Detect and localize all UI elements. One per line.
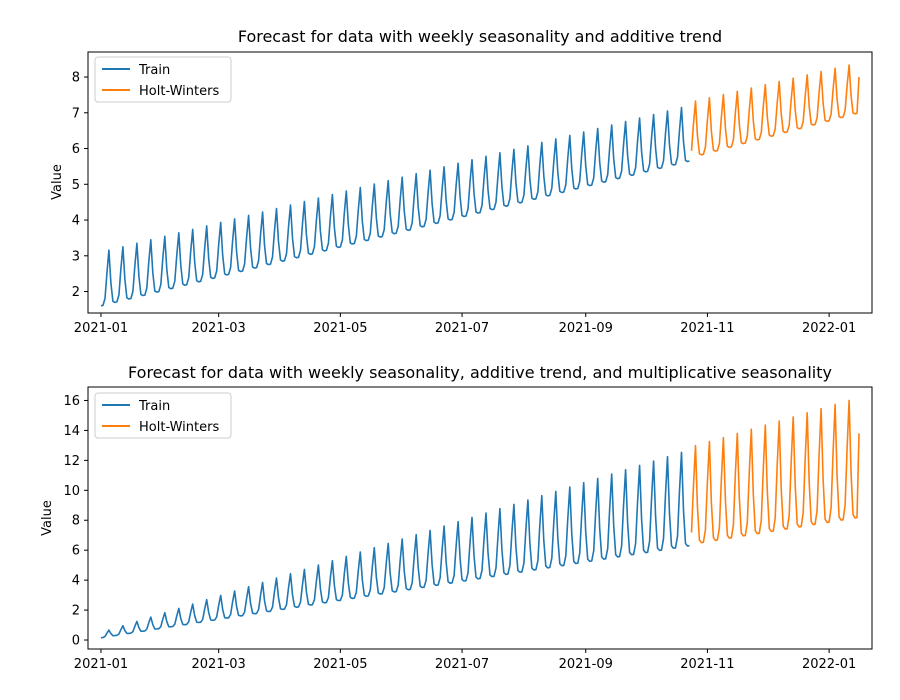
chart-1-xtick-label: 2021-09 <box>559 321 613 336</box>
chart-1-ylabel: Value <box>50 164 65 200</box>
chart-1-xtick-label: 2021-11 <box>680 321 734 336</box>
chart-2-axes: 2021-01 2021-03 2021-05 2021-07 2021-09 2021-… <box>63 394 856 672</box>
chart-2-ytick-label: 8 <box>72 514 80 529</box>
chart-1-frame <box>87 51 873 314</box>
chart-2-ytick-label: 16 <box>63 394 80 409</box>
chart-1-axes: 2021-01 2021-03 2021-05 2021-07 2021-09 2021-… <box>72 71 857 336</box>
chart-2-ytick-label: 0 <box>72 634 80 649</box>
chart-2-legend-holt-winters-label: Holt-Winters <box>139 420 219 435</box>
chart-1-xtick-label: 2021-05 <box>313 321 367 336</box>
chart-1-legend-holt-winters-label: Holt-Winters <box>139 84 219 99</box>
chart-1: Forecast for data with weekly seasonalit… <box>50 27 873 336</box>
chart-1-ytick-label: 6 <box>72 142 80 157</box>
chart-2-title: Forecast for data with weekly seasonalit… <box>128 363 832 382</box>
chart-1-series-holt-winters <box>690 64 860 156</box>
chart-1-ytick-label: 5 <box>72 178 80 193</box>
chart-1-legend: Train Holt-Winters <box>94 56 232 103</box>
chart-2-plot-area <box>100 399 860 639</box>
chart-1-xtick-label: 2021-03 <box>192 321 246 336</box>
chart-2-series-train <box>100 451 690 639</box>
chart-1-ytick-label: 8 <box>72 71 80 86</box>
chart-2-ytick-label: 12 <box>63 454 80 469</box>
chart-1-xtick-label: 2022-01 <box>802 321 856 336</box>
chart-1-plot-area <box>100 64 860 307</box>
chart-2-ytick-label: 2 <box>72 604 80 619</box>
chart-2-xtick-label: 2021-03 <box>192 657 246 672</box>
chart-1-legend-train-label: Train <box>138 63 170 78</box>
chart-1-ytick-label: 4 <box>72 214 80 229</box>
chart-1-ytick-label: 2 <box>72 285 80 300</box>
chart-1-xtick-label: 2021-01 <box>74 321 128 336</box>
chart-1-ytick-label: 3 <box>72 249 80 264</box>
chart-1-xtick-label: 2021-07 <box>435 321 489 336</box>
chart-1-title: Forecast for data with weekly seasonalit… <box>238 27 722 46</box>
chart-2-legend: Train Holt-Winters <box>94 392 232 439</box>
chart-2-ytick-label: 4 <box>72 574 80 589</box>
chart-1-series-train <box>100 106 690 307</box>
chart-2-xtick-label: 2021-07 <box>435 657 489 672</box>
chart-2-frame <box>87 386 873 650</box>
chart-2-xtick-label: 2022-01 <box>802 657 856 672</box>
chart-2-legend-train-label: Train <box>138 399 170 414</box>
chart-2-ytick-label: 14 <box>63 424 80 439</box>
chart-2-xtick-label: 2021-01 <box>74 657 128 672</box>
chart-2-series-holt-winters <box>690 399 860 544</box>
chart-2-xtick-label: 2021-11 <box>680 657 734 672</box>
chart-1-ytick-label: 7 <box>72 106 80 121</box>
chart-2-xtick-label: 2021-05 <box>313 657 367 672</box>
chart-2-xtick-label: 2021-09 <box>559 657 613 672</box>
chart-2: Forecast for data with weekly seasonalit… <box>40 363 873 672</box>
chart-2-ytick-label: 10 <box>63 484 80 499</box>
chart-2-ytick-label: 6 <box>72 544 80 559</box>
chart-2-ylabel: Value <box>40 500 55 536</box>
